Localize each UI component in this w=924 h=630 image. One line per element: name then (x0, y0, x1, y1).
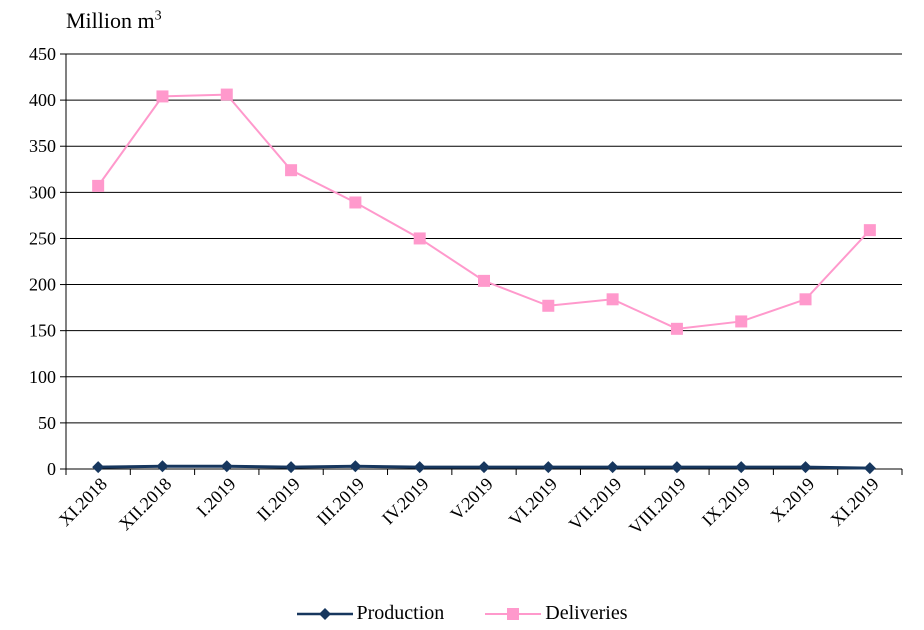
y-tick-label: 200 (29, 275, 56, 295)
data-point-production (606, 461, 619, 474)
x-tick-label: V.2019 (446, 474, 496, 524)
data-point-production (285, 461, 298, 474)
data-point-deliveries (799, 293, 812, 306)
series-line-deliveries (97, 93, 871, 330)
y-axis-unit-label: Million m3 (66, 8, 162, 34)
x-tick-label: VI.2019 (505, 474, 561, 530)
legend-label-production: Production (356, 602, 445, 624)
x-tick-label: XI.2019 (826, 474, 882, 530)
y-axis-unit-superscript: 3 (154, 8, 162, 24)
data-point-deliveries (285, 164, 298, 177)
x-tick-label: II.2019 (253, 474, 304, 525)
data-point-production (735, 461, 748, 474)
legend: Production Deliveries (0, 602, 924, 630)
x-tick-label: I.2019 (193, 474, 240, 521)
y-tick-label: 0 (47, 459, 56, 479)
x-tick-label: IV.2019 (378, 474, 433, 529)
x-tick-label: XI.2018 (55, 474, 111, 530)
data-point-production (863, 462, 876, 475)
x-tick-label: III.2019 (313, 474, 368, 529)
data-point-deliveries (413, 232, 426, 245)
x-tick-label: VIII.2019 (625, 474, 690, 539)
data-point-deliveries (478, 274, 490, 287)
y-tick-label: 100 (29, 367, 56, 387)
data-point-deliveries (542, 299, 555, 312)
data-point-deliveries (670, 322, 683, 335)
data-point-deliveries (220, 88, 233, 101)
y-tick-label: 400 (29, 90, 56, 110)
data-point-production (92, 461, 105, 474)
data-point-deliveries (735, 315, 748, 328)
x-tick-label: XII.2018 (115, 474, 175, 534)
data-point-production (220, 460, 233, 473)
y-axis-unit-text: Million m (66, 8, 155, 33)
y-tick-label: 300 (29, 182, 56, 202)
data-point-production (156, 460, 169, 473)
x-tick-label: IX.2019 (698, 474, 754, 530)
legend-item-deliveries: Deliveries (485, 602, 627, 625)
data-point-deliveries (863, 224, 876, 237)
y-tick-label: 150 (29, 321, 56, 341)
x-tick-label: X.2019 (766, 474, 818, 526)
y-tick-label: 350 (29, 136, 56, 156)
data-point-production (478, 461, 490, 474)
data-point-deliveries (156, 90, 169, 103)
legend-label-deliveries: Deliveries (545, 602, 628, 624)
data-point-production (413, 461, 426, 474)
line-chart: 0 50 100 150 200 250 300 350 400 450 XI.2018 XII.20… (29, 44, 903, 539)
data-point-production (670, 461, 683, 474)
y-tick-label: 50 (38, 413, 56, 433)
legend-item-production: Production (296, 602, 445, 625)
data-point-deliveries (92, 179, 105, 192)
data-point-production (542, 461, 555, 474)
x-tick-label: VII.2019 (565, 474, 625, 534)
data-point-deliveries (606, 293, 619, 306)
legend-swatch-production (296, 607, 353, 620)
legend-swatch-deliveries (485, 607, 542, 620)
y-tick-label: 450 (29, 44, 56, 64)
data-point-production (349, 460, 362, 473)
data-point-production (799, 461, 812, 474)
y-tick-label: 250 (29, 228, 56, 248)
data-point-deliveries (349, 196, 362, 209)
